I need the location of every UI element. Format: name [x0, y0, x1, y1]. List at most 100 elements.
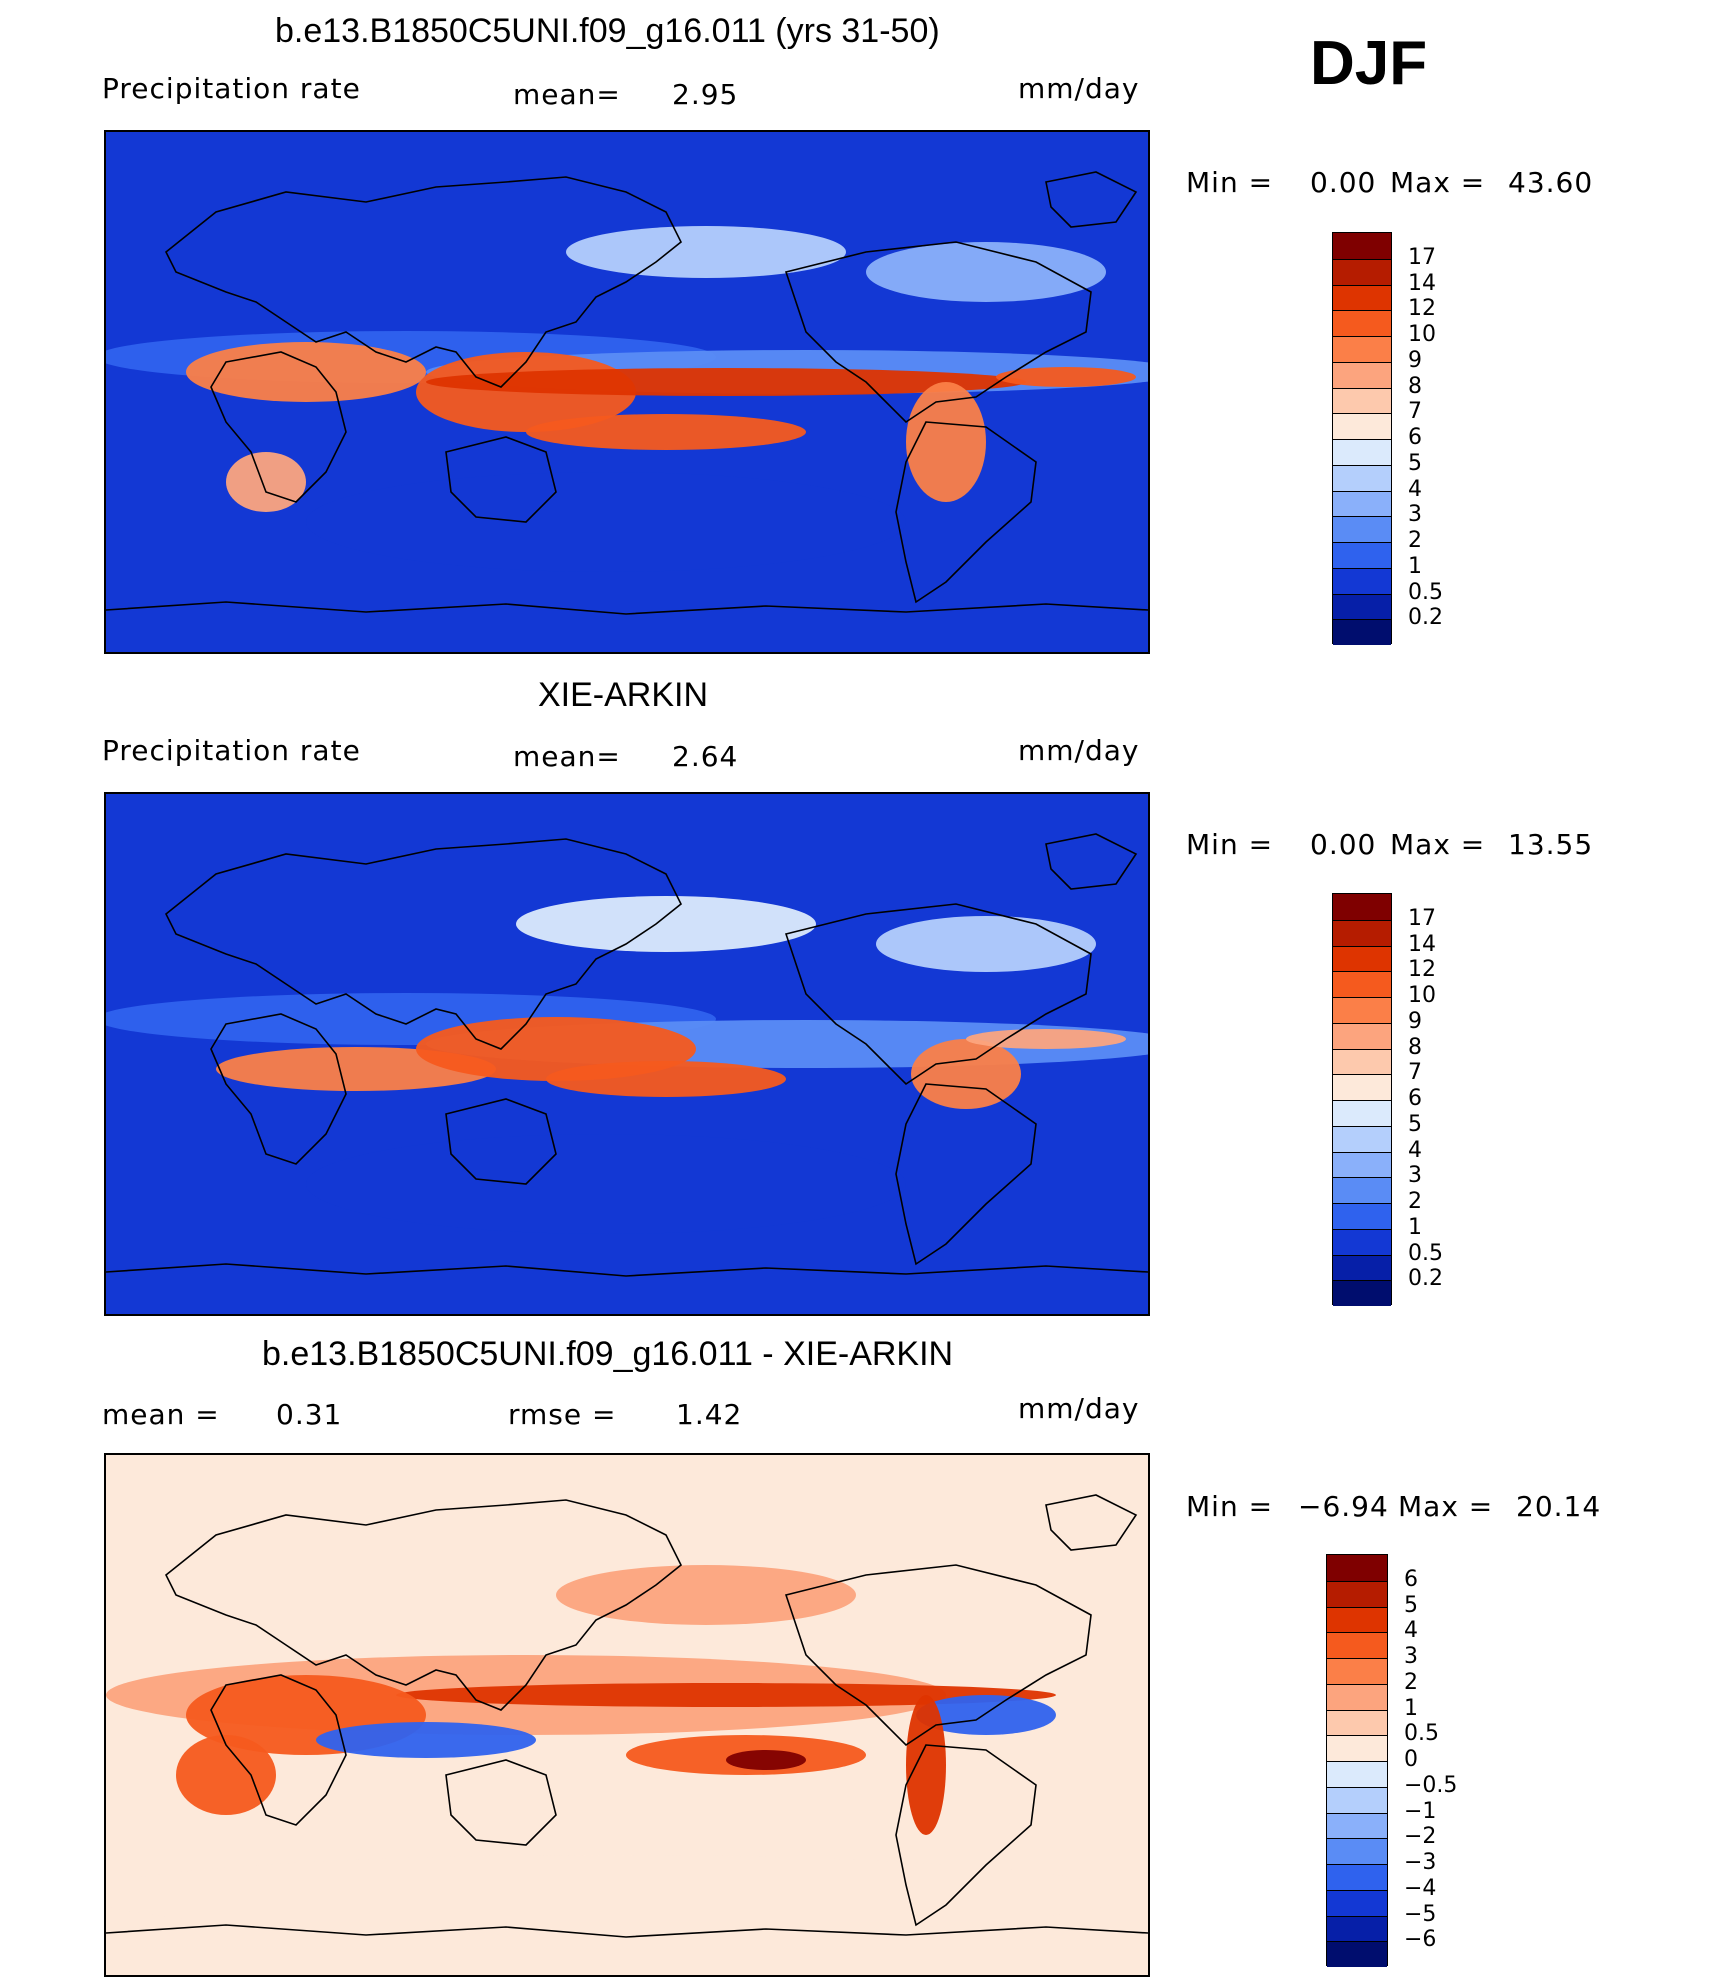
panel-2-precip-map [104, 792, 1150, 1316]
colorbar-swatch [1327, 1838, 1387, 1864]
panel-3-difference-map [104, 1453, 1150, 1977]
panel-2-max-label: Max = [1390, 828, 1486, 861]
panel-1-mean-label: mean= [513, 78, 621, 111]
panel-2-map-field-contour [966, 1029, 1126, 1049]
panel-3-map-field-contour [556, 1565, 856, 1625]
colorbar-swatch [1333, 1228, 1391, 1255]
season-label: DJF [1310, 29, 1428, 98]
panel-2-mean-value: 2.64 [672, 740, 739, 773]
colorbar-tick-label: 1 [1404, 1695, 1418, 1721]
panel-3-map-svg [106, 1455, 1148, 1975]
colorbar-tick-label: 12 [1408, 296, 1436, 322]
panel-1-map-coastline [106, 601, 1148, 615]
colorbar-swatch [1333, 567, 1391, 594]
colorbar-swatch [1333, 945, 1391, 972]
colorbar-swatch [1327, 1864, 1387, 1890]
colorbar-tick-label: 8 [1408, 373, 1422, 399]
colorbar-tick-label: −5 [1404, 1901, 1437, 1927]
colorbar-tick-label: 6 [1404, 1566, 1418, 1592]
panel-2-title: XIE-ARKIN [538, 676, 709, 714]
panel-1-map-coastline [210, 351, 347, 503]
colorbar-tick-label: 0.5 [1408, 579, 1443, 605]
colorbar-tick-label: 8 [1408, 1034, 1422, 1060]
panel-3-map-field-contour [176, 1735, 276, 1815]
panel-3-map-coastline [106, 1924, 1148, 1938]
panel-2-map-svg [106, 794, 1148, 1314]
colorbar-tick-label: 2 [1408, 528, 1422, 553]
panel-3-map-coastline [895, 1744, 1037, 1927]
colorbar-swatch [1333, 1100, 1391, 1126]
colorbar-tick-label: 0.5 [1404, 1721, 1439, 1747]
colorbar-tick-label: 7 [1408, 399, 1422, 425]
panel-3-min-label: Min = [1186, 1490, 1274, 1523]
panel-3-units: mm/day [1018, 1392, 1140, 1425]
panel-2-map-field-contour [911, 1039, 1021, 1109]
colorbar-swatch [1333, 894, 1391, 920]
colorbar-tick-label: 12 [1408, 957, 1436, 983]
panel-3-colorbar-labels: 6 5 4 3 2 1 0.5 0 −0.5 −1 −2 −3 −4 −5 −6 [1404, 1554, 1484, 1966]
panel-1-map-coastline [895, 421, 1037, 604]
colorbar-swatch [1333, 413, 1391, 439]
panel-2-map-coastline [106, 1263, 1148, 1277]
panel-3-max-label: Max = [1398, 1490, 1494, 1523]
panel-2-map-coastline [784, 903, 1092, 1086]
panel-3-title: b.e13.B1850C5UNI.f09_g16.011 - XIE-ARKIN [262, 1335, 954, 1373]
panel-3-map-field-contour [916, 1695, 1056, 1735]
panel-2-map-field-contour [546, 1061, 786, 1097]
panel-3-mean-value: 0.31 [276, 1398, 343, 1431]
colorbar-tick-label: 5 [1404, 1592, 1418, 1618]
colorbar-swatch [1327, 1683, 1387, 1710]
colorbar-swatch [1333, 1280, 1391, 1306]
colorbar-swatch [1333, 1022, 1391, 1049]
colorbar-tick-label: 4 [1408, 1137, 1422, 1163]
colorbar-swatch [1333, 593, 1391, 620]
colorbar-tick-label: −1 [1404, 1798, 1437, 1824]
colorbar-swatch [1333, 464, 1391, 491]
colorbar-swatch [1327, 1632, 1387, 1658]
colorbar-tick-label: 9 [1408, 1008, 1422, 1034]
colorbar-swatch [1333, 387, 1391, 414]
colorbar-swatch [1327, 1786, 1387, 1813]
colorbar-swatch [1333, 1048, 1391, 1075]
panel-1-precip-map [104, 130, 1150, 654]
panel-3-map-coastline [210, 1674, 347, 1826]
colorbar-tick-label: 6 [1408, 425, 1422, 450]
colorbar-swatch [1327, 1658, 1387, 1684]
colorbar-swatch [1333, 439, 1391, 465]
colorbar-tick-label: 3 [1408, 1163, 1422, 1189]
colorbar-swatch [1333, 919, 1391, 946]
colorbar-swatch [1333, 258, 1391, 285]
panel-3-max-value: 20.14 [1516, 1490, 1602, 1523]
panel-3-map-field-contour [396, 1683, 1056, 1707]
panel-1-map-svg [106, 132, 1148, 652]
colorbar-swatch [1327, 1709, 1387, 1736]
panel-1-max-value: 43.60 [1508, 166, 1594, 199]
panel-2-map-field-contour [516, 896, 816, 952]
panel-3-map-coastline [445, 1759, 557, 1846]
colorbar-tick-label: 5 [1408, 450, 1422, 476]
panel-2-min-value: 0.00 [1310, 828, 1377, 861]
colorbar-tick-label: 17 [1408, 905, 1436, 931]
colorbar-swatch [1333, 997, 1391, 1023]
panel-1-colorbar [1332, 232, 1392, 645]
panel-1-map-coastline [445, 436, 557, 523]
colorbar-tick-label: 6 [1408, 1086, 1422, 1111]
panel-1-map-field-contour [426, 368, 1026, 396]
colorbar-swatch [1333, 971, 1391, 997]
colorbar-tick-label: −0.5 [1404, 1772, 1458, 1798]
panel-2-map-coastline [164, 838, 683, 1050]
panel-3-map-coastline [1045, 1494, 1138, 1551]
panel-1-variable-label: Precipitation rate [102, 72, 361, 105]
colorbar-swatch [1333, 1074, 1391, 1100]
panel-1-min-value: 0.00 [1310, 166, 1377, 199]
panel-2-colorbar [1332, 893, 1392, 1306]
colorbar-swatch [1327, 1889, 1387, 1916]
colorbar-swatch [1333, 284, 1391, 311]
colorbar-tick-label: 2 [1404, 1669, 1418, 1695]
panel-1-map-field-contour [906, 382, 986, 502]
colorbar-tick-label: 0.2 [1408, 1266, 1443, 1292]
colorbar-tick-label: 0.5 [1408, 1240, 1443, 1266]
colorbar-tick-label: 0 [1404, 1747, 1418, 1772]
colorbar-tick-label: 2 [1408, 1189, 1422, 1214]
panel-2-min-label: Min = [1186, 828, 1274, 861]
